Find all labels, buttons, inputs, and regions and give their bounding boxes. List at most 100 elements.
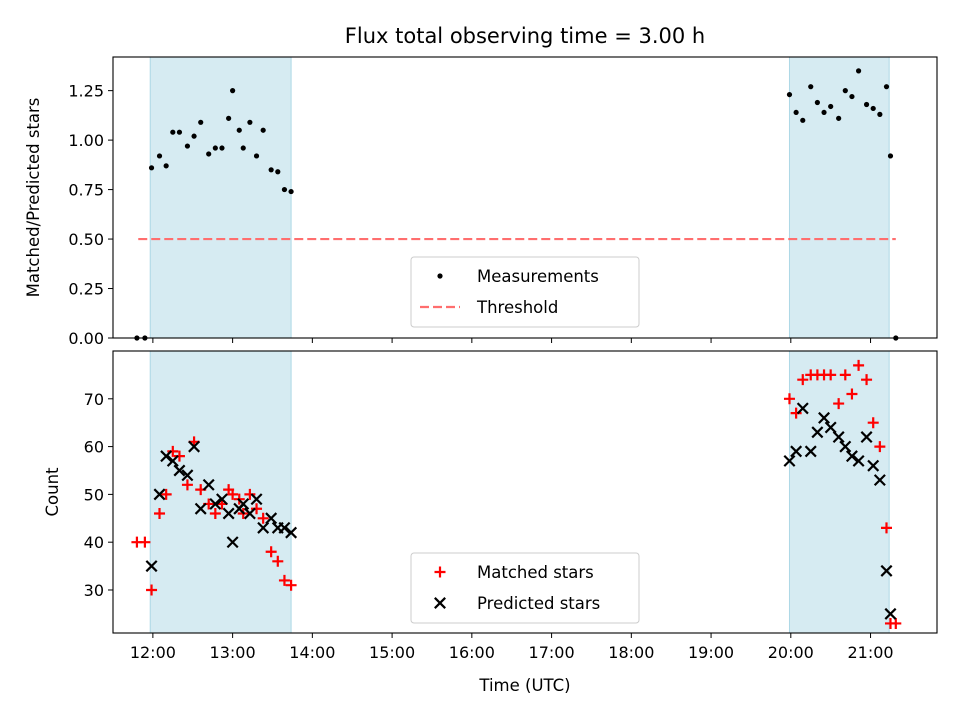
- predicted-stars-point: [824, 421, 837, 434]
- matched-stars-point: [861, 374, 873, 386]
- measurement-point: [156, 153, 163, 159]
- measurement-point: [786, 91, 793, 98]
- matched-stars-point: [257, 512, 269, 524]
- matched-stars-point: [853, 359, 865, 371]
- measurement-point: [163, 163, 169, 169]
- matched-stars-point: [227, 488, 239, 500]
- matched-stars-point: [278, 574, 290, 586]
- measurement-point: [288, 188, 294, 195]
- legend-label: Threshold: [476, 298, 558, 317]
- bottom-plot: 30 40 50 60 70 12:00 13:00 14:00 15:00 16:00 17:00…: [43, 350, 938, 695]
- legend-label: Predicted stars: [477, 594, 600, 613]
- predicted-stars-point: [202, 478, 215, 491]
- measurement-point: [212, 145, 218, 151]
- predicted-stars-point: [153, 488, 166, 501]
- predicted-stars-point: [237, 497, 250, 510]
- measurement-point: [883, 84, 890, 90]
- matched-stars-point: [181, 479, 193, 491]
- measurement-point: [230, 88, 236, 94]
- measurement-point: [191, 133, 197, 139]
- measurement-point: [275, 169, 281, 175]
- predicted-stars-point: [222, 507, 235, 520]
- measurement-point: [206, 151, 212, 157]
- measurement-point: [226, 115, 232, 121]
- predicted-stars-point: [166, 454, 179, 467]
- predicted-stars-point: [188, 440, 201, 453]
- matched-stars-point: [846, 388, 858, 400]
- x-tick-label: 13:00: [210, 643, 256, 662]
- measurement-point: [281, 186, 288, 193]
- measurement-point: [260, 127, 266, 133]
- matched-stars-point: [272, 555, 284, 567]
- matched-stars-point: [167, 445, 179, 457]
- measurement-point: [842, 88, 848, 94]
- measurement-point: [268, 167, 274, 173]
- observing-window-span: [788, 350, 890, 634]
- predicted-stars-point: [804, 445, 817, 458]
- x-axis-label: Time (UTC): [478, 676, 570, 695]
- measurement-point: [793, 109, 799, 116]
- matched-stars-point: [154, 508, 166, 520]
- predicted-stars-point: [160, 450, 173, 463]
- axes-frame: [112, 56, 938, 339]
- predicted-stars-point: [173, 464, 186, 477]
- predicted-stars-point: [852, 454, 865, 467]
- predicted-stars-point: [783, 454, 796, 467]
- matched-stars-point: [160, 488, 172, 500]
- x-tick-label: 18:00: [608, 643, 654, 662]
- measurement-point: [821, 109, 827, 116]
- measurement-point: [236, 127, 242, 133]
- measurement-point: [184, 143, 191, 149]
- measurement-point: [176, 129, 183, 135]
- measurement-point: [855, 68, 862, 74]
- y-tick-label: 30: [84, 581, 104, 600]
- measurement-point: [863, 101, 870, 108]
- observing-window-span: [788, 56, 890, 339]
- measurement-point: [219, 145, 225, 151]
- matched-stars-point: [790, 407, 802, 419]
- predicted-stars-point: [265, 512, 278, 525]
- predicted-stars-point: [880, 564, 893, 577]
- measurement-point: [808, 84, 814, 90]
- top-plot: 0.00 0.25 0.50 0.75 1.00 1.25 Matched/Predicte…: [24, 56, 938, 348]
- x-tick-label: 15:00: [369, 643, 415, 662]
- predicted-stars-point: [811, 426, 824, 439]
- matched-stars-point: [265, 546, 277, 558]
- predicted-stars-point: [257, 521, 270, 534]
- legend-box: [410, 552, 640, 624]
- measurement-point: [148, 165, 155, 171]
- y-axis-label: Count: [43, 467, 62, 517]
- y-tick-label: 70: [84, 390, 104, 409]
- measurement-point: [198, 119, 204, 125]
- y-tick-label: 0.75: [68, 181, 104, 200]
- predicted-stars-point: [818, 411, 831, 424]
- measurement-point: [247, 119, 253, 125]
- predicted-stars-point: [145, 560, 158, 573]
- matched-stars-point: [839, 369, 851, 381]
- y-axis-label: Matched/Predicted stars: [24, 98, 43, 298]
- measurement-point: [800, 117, 806, 123]
- matched-stars-point: [874, 441, 886, 453]
- matched-stars-point: [146, 584, 158, 596]
- predicted-stars-point: [873, 474, 886, 487]
- predicted-stars-point: [832, 431, 845, 444]
- y-tick-label: 40: [84, 533, 104, 552]
- x-tick-label: 12:00: [130, 643, 176, 662]
- y-tick-label: 0.50: [68, 230, 104, 249]
- matched-stars-point: [890, 617, 902, 629]
- matched-stars-point: [139, 536, 151, 548]
- x-tick-label: 14:00: [289, 643, 335, 662]
- matched-stars-point: [797, 374, 809, 386]
- legend-measurement-marker: [437, 273, 443, 279]
- observing-window-span: [149, 350, 292, 634]
- measurement-point: [870, 105, 876, 112]
- y-tick-label: 50: [84, 485, 104, 504]
- y-tick-label: 1.00: [68, 131, 104, 150]
- predicted-stars-point: [216, 493, 228, 506]
- predicted-stars-point: [209, 497, 222, 510]
- chart-title: Flux total observing time = 3.00 h: [345, 24, 705, 48]
- predicted-stars-point: [790, 445, 803, 458]
- y-tick-label: 0.25: [68, 280, 104, 299]
- predicted-stars-point: [278, 521, 291, 534]
- matched-stars-point: [783, 393, 795, 405]
